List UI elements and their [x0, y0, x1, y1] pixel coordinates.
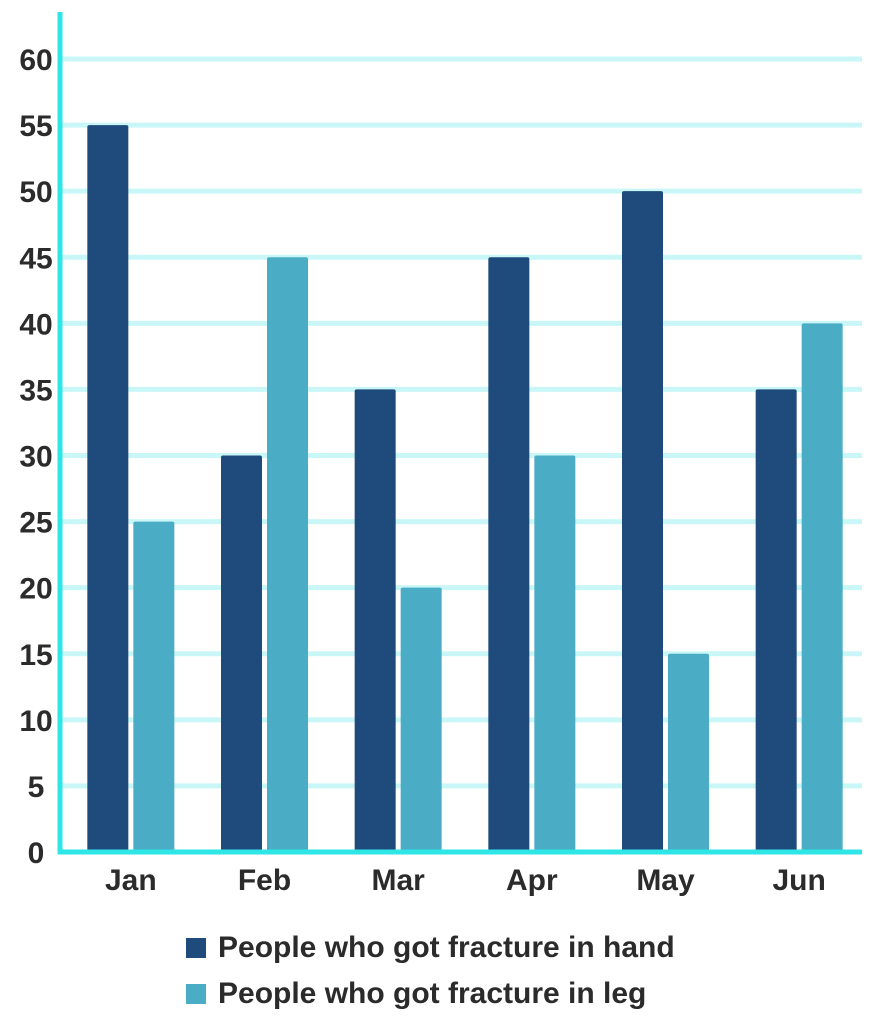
legend-label-leg: People who got fracture in leg [218, 977, 647, 1010]
axes [57, 12, 862, 855]
bar-leg-mar [400, 587, 442, 852]
x-tick-label-may: May [636, 864, 695, 897]
y-tick-label-10: 10 [19, 705, 52, 738]
x-tick-label-jun: Jun [772, 864, 825, 897]
y-tick-label-20: 20 [19, 573, 52, 606]
y-tick-label-0: 0 [28, 837, 45, 870]
legend-label-hand: People who got fracture in hand [218, 931, 675, 964]
bar-hand-may [622, 191, 663, 852]
x-tick-label-mar: Mar [371, 864, 425, 897]
y-tick-label-5: 5 [28, 771, 45, 804]
bars [87, 125, 843, 853]
bar-leg-apr [534, 455, 576, 852]
y-tick-label-40: 40 [19, 308, 52, 341]
y-tick-label-60: 60 [19, 44, 52, 77]
x-axis-tick-labels: Jan Feb Mar Apr May Jun [105, 864, 826, 897]
bar-hand-feb [221, 455, 262, 852]
bar-leg-jun [801, 323, 843, 852]
bar-leg-jan [133, 521, 175, 852]
y-tick-label-25: 25 [19, 507, 52, 540]
legend-swatch-hand [186, 938, 206, 958]
y-tick-label-45: 45 [19, 242, 52, 275]
legend-item-hand: People who got fracture in hand [186, 925, 866, 971]
y-tick-label-30: 30 [19, 441, 52, 474]
bar-leg-feb [267, 257, 308, 852]
bar-hand-mar [354, 389, 396, 852]
y-tick-label-15: 15 [19, 639, 52, 672]
x-tick-label-apr: Apr [506, 864, 558, 897]
legend: People who got fracture in hand People w… [186, 925, 866, 1017]
legend-item-leg: People who got fracture in leg [186, 971, 866, 1017]
y-tick-label-35: 35 [19, 374, 52, 407]
bar-chart: 0 5 10 15 20 25 30 35 40 45 50 55 60 Jan Feb Mar Apr May… [19, 12, 862, 897]
y-tick-label-55: 55 [19, 110, 52, 143]
bar-hand-jun [755, 389, 797, 852]
x-tick-label-feb: Feb [238, 864, 291, 897]
x-tick-label-jan: Jan [105, 864, 157, 897]
bar-hand-apr [488, 257, 530, 852]
legend-swatch-leg [186, 984, 206, 1004]
grid-lines [60, 56, 862, 789]
bar-leg-may [668, 653, 709, 852]
y-tick-label-50: 50 [19, 176, 52, 209]
bar-hand-jan [87, 125, 129, 853]
y-axis-tick-labels: 0 5 10 15 20 25 30 35 40 45 50 55 60 [19, 44, 52, 870]
